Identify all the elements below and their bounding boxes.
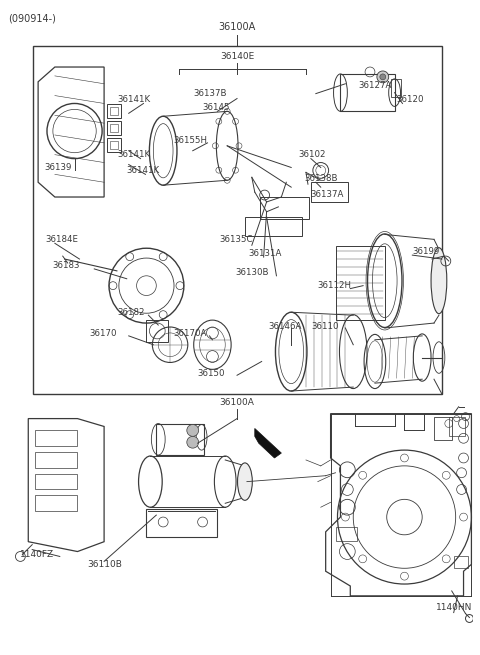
Text: 36146A: 36146A (268, 322, 302, 331)
Text: 36150: 36150 (198, 369, 225, 378)
Text: 36155H: 36155H (173, 136, 207, 145)
Bar (391, 79, 400, 96)
Bar (33, 47, 442, 394)
Text: 36110B: 36110B (87, 560, 122, 569)
Text: 36141K: 36141K (117, 95, 150, 104)
Text: 36120: 36120 (396, 95, 424, 104)
Text: 36127A: 36127A (358, 81, 392, 90)
Bar (146, 320, 168, 342)
Bar (311, 182, 348, 202)
Text: (090914-): (090914-) (9, 14, 57, 24)
Text: 36141K: 36141K (117, 150, 150, 159)
Bar (336, 527, 357, 541)
Text: 36110: 36110 (311, 322, 338, 331)
Bar (336, 246, 385, 320)
Polygon shape (255, 428, 281, 458)
Text: 36141K: 36141K (127, 166, 160, 175)
Bar (434, 417, 452, 440)
Text: 36102: 36102 (298, 150, 325, 159)
Text: 36183: 36183 (52, 261, 79, 271)
Ellipse shape (431, 248, 447, 314)
Bar (146, 509, 217, 536)
Bar (260, 197, 309, 219)
Text: 36137A: 36137A (310, 189, 343, 198)
Bar (340, 74, 395, 111)
Text: 36145: 36145 (203, 103, 230, 112)
Circle shape (377, 71, 389, 83)
Text: 36139: 36139 (44, 163, 72, 172)
Text: 36112H: 36112H (318, 281, 352, 290)
Text: 36170: 36170 (89, 329, 117, 339)
Bar (35, 474, 76, 489)
Bar (35, 430, 76, 446)
Text: 36182: 36182 (117, 308, 144, 317)
Text: 36137B: 36137B (194, 89, 227, 98)
Circle shape (187, 424, 199, 436)
Ellipse shape (238, 463, 252, 500)
Text: 1140HN: 1140HN (436, 603, 472, 612)
Text: 36131A: 36131A (249, 249, 282, 257)
Bar (35, 495, 76, 511)
Bar (110, 124, 118, 132)
Circle shape (380, 74, 386, 80)
Text: 36135C: 36135C (219, 235, 253, 244)
Bar (107, 121, 121, 135)
Text: 36140E: 36140E (220, 52, 254, 61)
Text: 1140FZ: 1140FZ (20, 550, 55, 559)
Circle shape (187, 436, 199, 448)
Bar (107, 138, 121, 152)
Bar (449, 417, 465, 436)
Text: 36199: 36199 (412, 247, 440, 255)
Bar (156, 424, 204, 455)
Text: 36100A: 36100A (218, 22, 256, 31)
Bar (35, 452, 76, 468)
Text: 36170A: 36170A (173, 329, 206, 339)
Bar (245, 217, 302, 236)
Text: 36138B: 36138B (304, 174, 337, 183)
Text: 36184E: 36184E (45, 235, 78, 244)
Text: 36100A: 36100A (220, 398, 254, 407)
Bar (110, 107, 118, 115)
Text: 36130B: 36130B (235, 269, 269, 277)
Bar (107, 104, 121, 119)
Bar (454, 557, 468, 569)
Bar (110, 141, 118, 149)
